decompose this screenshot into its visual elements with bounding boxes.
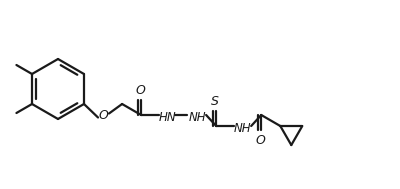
Text: NH: NH — [233, 122, 251, 135]
Text: S: S — [211, 94, 219, 108]
Text: NH: NH — [188, 111, 206, 123]
Text: O: O — [135, 84, 145, 97]
Text: O: O — [98, 108, 108, 122]
Text: O: O — [255, 133, 265, 146]
Text: HN: HN — [158, 111, 176, 123]
